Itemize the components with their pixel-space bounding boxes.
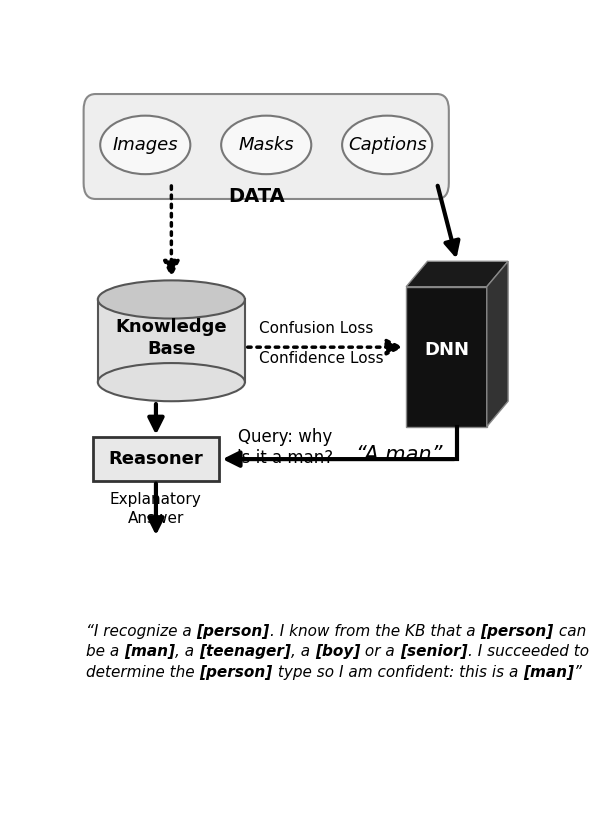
Text: [man]: [man] [523,665,574,680]
Text: DATA: DATA [228,187,285,206]
Text: “A man”: “A man” [356,445,442,465]
Bar [93,438,219,481]
Ellipse shape [98,363,245,401]
Text: Knowledge
Base: Knowledge Base [116,317,227,358]
Text: . I know from the KB that a: . I know from the KB that a [270,624,480,639]
Text: Explanatory
Answer: Explanatory Answer [110,492,201,526]
Text: DNN: DNN [424,341,469,359]
Text: Masks: Masks [239,136,294,154]
Polygon shape [406,287,487,427]
FancyBboxPatch shape [84,94,449,199]
Text: [man]: [man] [124,644,175,659]
Text: [person]: [person] [200,665,273,680]
Text: “I recognize a: “I recognize a [86,624,196,639]
Text: Confidence Loss: Confidence Loss [259,351,384,366]
Ellipse shape [98,280,245,319]
Text: [person]: [person] [480,624,554,639]
Text: [person]: [person] [196,624,270,639]
Text: Reasoner: Reasoner [108,450,203,468]
Polygon shape [487,261,508,427]
Text: Captions: Captions [348,136,427,154]
Text: be a: be a [86,644,124,659]
Ellipse shape [221,116,312,174]
Polygon shape [406,261,508,287]
Text: Confusion Loss: Confusion Loss [259,320,373,335]
Text: , a: , a [175,644,199,659]
Bar [98,300,245,382]
Text: or a: or a [360,644,400,659]
Ellipse shape [100,116,190,174]
Text: type so I am confident: this is a: type so I am confident: this is a [273,665,523,680]
Text: ”: ” [574,665,582,680]
Text: can: can [554,624,586,639]
Text: [boy]: [boy] [315,644,360,659]
Text: [teenager]: [teenager] [199,644,291,659]
Text: Query: why
is it a man?: Query: why is it a man? [237,428,334,467]
Text: Images: Images [113,136,178,154]
Text: [senior]: [senior] [400,644,468,659]
Text: determine the: determine the [86,665,200,680]
Text: , a: , a [291,644,315,659]
Ellipse shape [342,116,432,174]
Text: . I succeeded to: . I succeeded to [468,644,589,659]
